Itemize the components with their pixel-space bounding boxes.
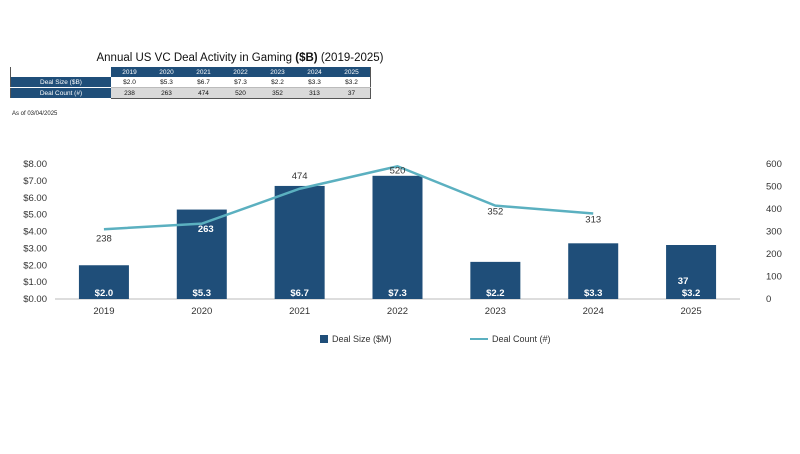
y-right-tick-label: 400 — [766, 204, 782, 215]
line-value-label: 520 — [390, 165, 406, 176]
summary-table: 2019 2020 2021 2022 2023 2024 2025 Deal … — [10, 67, 371, 99]
legend-label: Deal Size ($M) — [332, 334, 392, 344]
legend-item-line: Deal Count (#) — [470, 334, 551, 344]
bar — [470, 261, 521, 299]
bar-value-label: $3.3 — [584, 288, 603, 299]
row-label: Deal Count (#) — [10, 87, 111, 99]
y-right-tick-label: 300 — [766, 227, 782, 238]
line-value-label: 352 — [487, 207, 503, 218]
bar-value-label: $2.0 — [95, 288, 114, 299]
legend-swatch-bar — [320, 335, 328, 343]
y-right-tick-label: 600 — [766, 159, 782, 170]
legend-label: Deal Count (#) — [492, 334, 551, 344]
y-left-tick-label: $1.00 — [23, 277, 47, 288]
table-cell: 313 — [296, 87, 333, 99]
x-tick-label: 2025 — [681, 306, 702, 317]
y-left-tick-label: $5.00 — [23, 210, 47, 221]
x-tick-label: 2019 — [93, 306, 114, 317]
as-of-note: As of 03/04/2025 — [12, 111, 58, 117]
line-value-label: 263 — [198, 224, 214, 235]
table-cell: $3.2 — [333, 77, 371, 88]
title-unit: ($B) — [295, 52, 318, 64]
x-tick-label: 2020 — [191, 306, 212, 317]
table-row-deal-size: Deal Size ($B) $2.0 $5.3 $6.7 $7.3 $2.2 … — [10, 77, 371, 88]
bar — [568, 243, 619, 299]
bar-value-label: $6.7 — [290, 288, 309, 299]
table-cell: $3.3 — [296, 77, 333, 88]
table-cell: $2.2 — [259, 77, 296, 88]
header-year: 2019 — [111, 67, 148, 77]
header-year: 2024 — [296, 67, 333, 77]
combo-chart: $0.00$1.00$2.00$3.00$4.00$5.00$6.00$7.00… — [23, 159, 782, 317]
bar — [274, 185, 325, 299]
table-cell: $7.3 — [222, 77, 259, 88]
header-blank-cell — [10, 67, 111, 77]
x-tick-label: 2021 — [289, 306, 310, 317]
header-year: 2025 — [333, 67, 371, 77]
table-cell: $2.0 — [111, 77, 148, 88]
table-cell: 37 — [333, 87, 371, 99]
y-left-tick-label: $7.00 — [23, 176, 47, 187]
legend-swatch-line — [470, 338, 488, 340]
bar-value-label: $5.3 — [193, 288, 212, 299]
table-cell: 474 — [185, 87, 222, 99]
bar — [372, 175, 423, 299]
summary-header-row: 2019 2020 2021 2022 2023 2024 2025 — [10, 67, 371, 77]
y-left-tick-label: $3.00 — [23, 243, 47, 254]
header-year: 2021 — [185, 67, 222, 77]
y-right-tick-label: 500 — [766, 182, 782, 193]
table-cell: 238 — [111, 87, 148, 99]
y-right-tick-label: 0 — [766, 294, 771, 305]
table-row-deal-count: Deal Count (#) 238 263 474 520 352 313 3… — [10, 87, 371, 99]
line-value-label: 313 — [585, 215, 601, 226]
y-left-tick-label: $4.00 — [23, 227, 47, 238]
y-left-tick-label: $0.00 — [23, 294, 47, 305]
x-tick-label: 2022 — [387, 306, 408, 317]
line-value-label: 238 — [96, 233, 112, 244]
x-tick-label: 2023 — [485, 306, 506, 317]
bar — [78, 265, 129, 299]
table-cell: 352 — [259, 87, 296, 99]
y-left-tick-label: $2.00 — [23, 260, 47, 271]
line-value-label: 474 — [292, 171, 308, 182]
legend-item-bars: Deal Size ($M) — [320, 334, 392, 344]
header-year: 2020 — [148, 67, 185, 77]
x-tick-label: 2024 — [583, 306, 604, 317]
table-cell: 520 — [222, 87, 259, 99]
table-cell: 263 — [148, 87, 185, 99]
row-label: Deal Size ($B) — [10, 77, 111, 88]
header-year: 2022 — [222, 67, 259, 77]
title-text: Annual US VC Deal Activity in Gaming — [96, 52, 296, 64]
table-cell: $5.3 — [148, 77, 185, 88]
y-left-tick-label: $6.00 — [23, 193, 47, 204]
table-cell: $6.7 — [185, 77, 222, 88]
header-year: 2023 — [259, 67, 296, 77]
title-range: (2019-2025) — [317, 52, 384, 64]
deal-count-line — [103, 164, 594, 231]
bar-value-label: $3.2 — [682, 288, 701, 299]
bar-value-label: $7.3 — [388, 288, 407, 299]
bar — [666, 245, 717, 299]
bar-value-label: $2.2 — [486, 288, 505, 299]
table-title: Annual US VC Deal Activity in Gaming ($B… — [0, 52, 480, 64]
line-value-label: 37 — [678, 276, 689, 287]
y-right-tick-label: 200 — [766, 249, 782, 260]
y-right-tick-label: 100 — [766, 272, 782, 283]
y-left-tick-label: $8.00 — [23, 159, 47, 170]
